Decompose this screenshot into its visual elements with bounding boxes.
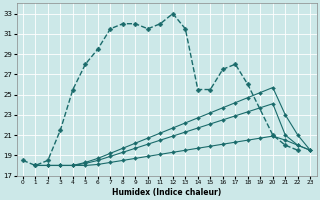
X-axis label: Humidex (Indice chaleur): Humidex (Indice chaleur): [112, 188, 221, 197]
